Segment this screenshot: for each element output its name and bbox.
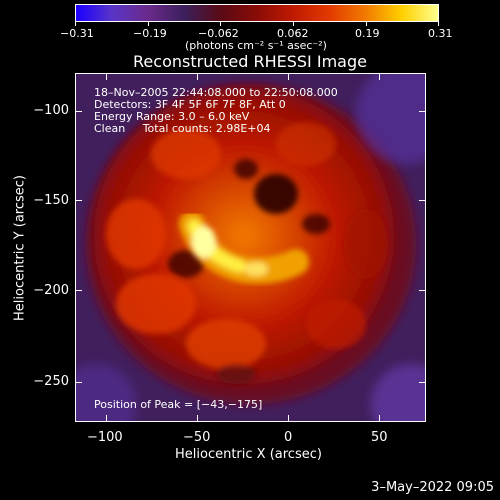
y-tick [75,290,82,291]
corner-haze [76,74,425,421]
peak-source [179,211,309,284]
x-tick [106,415,107,422]
x-tick-label: 0 [284,430,293,445]
x-tick [379,415,380,422]
y-tick-label: −100 [33,103,69,118]
x-tick-label: −100 [87,430,123,445]
y-tick [75,111,82,112]
colorbar-tick [366,22,367,26]
energy-range-text: Energy Range: 3.0 – 6.0 keV [94,110,250,123]
x-tick-top [197,73,198,80]
colorbar-label: −0.062 [198,27,239,40]
colorbar-label: 0.062 [277,27,309,40]
solar-image-panel: 18–Nov–2005 22:44:08.000 to 22:50:08.000… [75,73,426,422]
emission-texture [106,122,388,384]
y-tick-label: −250 [33,374,69,389]
detectors-text: Detectors: 3F 4F 5F 6F 7F 8F, Att 0 [94,98,286,111]
colorbar-tick [148,22,149,26]
colorbar-tick [293,22,294,26]
y-tick-right [419,200,426,201]
colorbar-label: −0.31 [60,27,94,40]
peak-position-text: Position of Peak = [−43,−175] [94,398,263,411]
x-tick-label: −50 [183,430,211,445]
colorbar-label: 0.19 [355,27,380,40]
plot-title: Reconstructed RHESSI Image [133,52,367,71]
x-tick [288,415,289,422]
colorbar [75,4,439,22]
y-tick [75,200,82,201]
colorbar-label: 0.31 [428,27,453,40]
x-tick-top [288,73,289,80]
colorbar-tick [220,22,221,26]
colorbar-tick [438,22,439,26]
colorbar-units: (photons cm⁻² s⁻¹ asec⁻²) [185,39,327,52]
y-tick-right [419,111,426,112]
x-axis-title: Heliocentric X (arcsec) [175,447,322,462]
y-tick-label: −200 [33,283,69,298]
y-tick-right [419,382,426,383]
time-range-text: 18–Nov–2005 22:44:08.000 to 22:50:08.000 [94,86,338,99]
x-tick [197,415,198,422]
colorbar-label: −0.19 [133,27,167,40]
x-tick-top [106,73,107,80]
y-tick [75,382,82,383]
x-tick-top [379,73,380,80]
date-stamp: 3–May–2022 09:05 [371,480,494,495]
y-tick-right [419,290,426,291]
y-axis-title: Heliocentric Y (arcsec) [12,175,28,321]
y-tick-label: −150 [33,193,69,208]
x-tick-label: 50 [371,430,388,445]
method-counts-text: Clean Total counts: 2.98E+04 [94,122,271,135]
rhessi-image-map [76,74,425,421]
colorbar-tick [75,22,76,26]
